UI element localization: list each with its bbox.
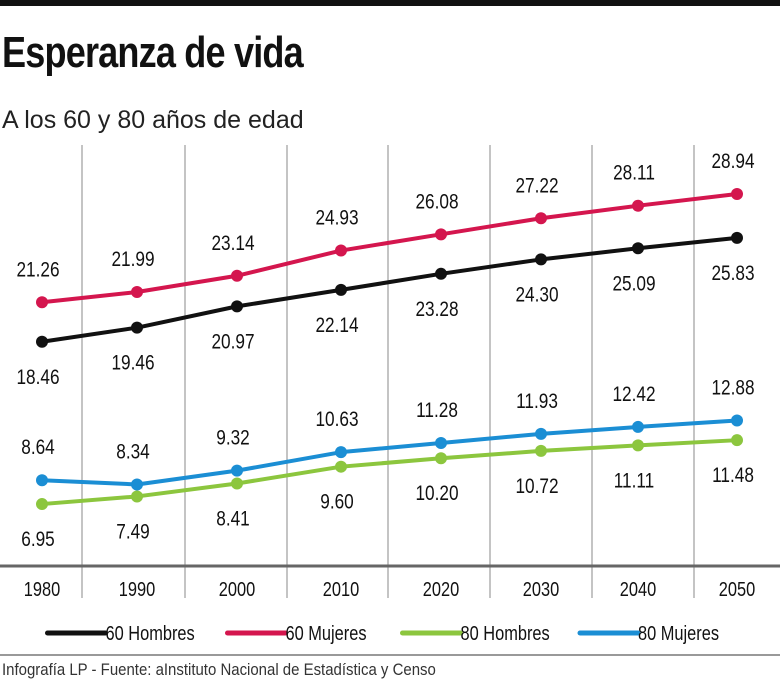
x-tick-label: 2020 [423,577,459,600]
data-point-80-mujeres [335,446,347,459]
data-point-80-mujeres [731,414,743,427]
data-point-80-hombres [435,452,447,465]
data-label-60-hombres: 20.97 [211,331,254,354]
data-point-80-mujeres [36,474,48,487]
data-point-60-hombres [731,231,743,244]
data-point-60-hombres [335,283,347,296]
data-label-80-mujeres: 11.28 [416,400,458,423]
x-tick-label: 2030 [523,577,559,600]
data-label-80-hombres: 6.95 [21,529,55,552]
data-label-80-mujeres: 10.63 [315,409,358,432]
data-point-60-hombres [231,300,243,313]
data-point-80-mujeres [231,464,243,477]
data-label-80-hombres: 10.72 [515,475,558,498]
data-label-60-hombres: 19.46 [111,352,154,375]
data-label-80-mujeres: 9.32 [216,427,250,450]
series-line-80-hombres [41,438,738,507]
data-label-80-mujeres: 12.42 [612,383,655,406]
x-tick-label: 2000 [219,577,255,600]
chart-subtitle: A los 60 y 80 años de edad [2,106,304,134]
data-label-60-mujeres: 28.11 [613,162,655,185]
data-point-60-hombres [435,267,447,280]
data-point-60-mujeres [435,228,447,241]
data-point-80-mujeres [435,437,447,450]
data-point-60-mujeres [36,296,48,309]
series-line-60-hombres [41,235,738,344]
data-label-80-mujeres: 8.64 [21,437,55,460]
data-label-60-mujeres: 21.26 [16,259,59,282]
data-label-80-mujeres: 12.88 [711,377,754,400]
data-label-60-hombres: 22.14 [315,314,358,337]
data-point-80-mujeres [632,420,644,433]
data-label-80-hombres: 9.60 [320,491,354,514]
legend-label-80-hombres: 80 Hombres [461,621,550,644]
data-label-80-mujeres: 11.93 [516,390,558,413]
x-tick-label: 2040 [620,577,656,600]
data-label-80-hombres: 11.48 [712,465,754,488]
data-label-60-mujeres: 27.22 [515,175,558,198]
data-point-80-mujeres [535,427,547,440]
data-point-60-hombres [632,242,644,255]
data-point-80-hombres [535,444,547,457]
data-point-60-mujeres [231,269,243,282]
data-label-60-hombres: 23.28 [415,298,458,321]
data-label-60-hombres: 18.46 [16,366,59,389]
data-label-80-hombres: 8.41 [216,508,250,531]
data-point-80-hombres [131,490,143,503]
top-rule [0,0,780,6]
legend-label-60-hombres: 60 Hombres [106,621,195,644]
legend-label-80-mujeres: 80 Mujeres [638,621,719,644]
data-point-80-hombres [231,477,243,490]
data-label-80-hombres: 10.20 [415,483,458,506]
data-point-80-mujeres [131,478,143,491]
data-label-80-hombres: 11.11 [614,470,655,493]
data-label-60-mujeres: 23.14 [211,232,254,255]
data-label-80-hombres: 7.49 [116,521,150,544]
legend-label-60-mujeres: 60 Mujeres [286,621,367,644]
data-point-80-hombres [731,434,743,447]
data-label-80-mujeres: 8.34 [116,441,150,464]
data-point-60-hombres [535,253,547,266]
source-note: Infografía LP - Fuente: aInstituto Nacio… [2,660,436,679]
data-point-60-mujeres [131,285,143,298]
data-label-60-mujeres: 24.93 [315,207,358,230]
data-point-60-mujeres [731,188,743,200]
data-point-60-mujeres [535,212,547,225]
data-point-60-mujeres [335,244,347,257]
data-label-60-mujeres: 21.99 [111,248,154,271]
data-label-60-hombres: 25.83 [711,262,754,285]
chart-title: Esperanza de vida [2,28,304,77]
x-tick-label: 2010 [323,577,359,600]
data-point-80-hombres [335,460,347,473]
x-tick-label: 1980 [24,577,60,600]
data-point-80-hombres [36,498,48,511]
data-label-60-hombres: 24.30 [515,284,558,307]
data-point-60-hombres [36,335,48,348]
data-label-60-mujeres: 28.94 [711,151,754,174]
x-tick-label: 2050 [719,577,755,600]
series-line-60-mujeres [41,192,738,305]
data-point-60-mujeres [632,199,644,212]
x-tick-label: 1990 [119,577,155,600]
data-point-80-hombres [632,439,644,452]
data-label-60-hombres: 25.09 [612,273,655,296]
data-label-60-mujeres: 26.08 [415,191,458,214]
data-point-60-hombres [131,321,143,334]
series-line-80-mujeres [41,418,738,487]
